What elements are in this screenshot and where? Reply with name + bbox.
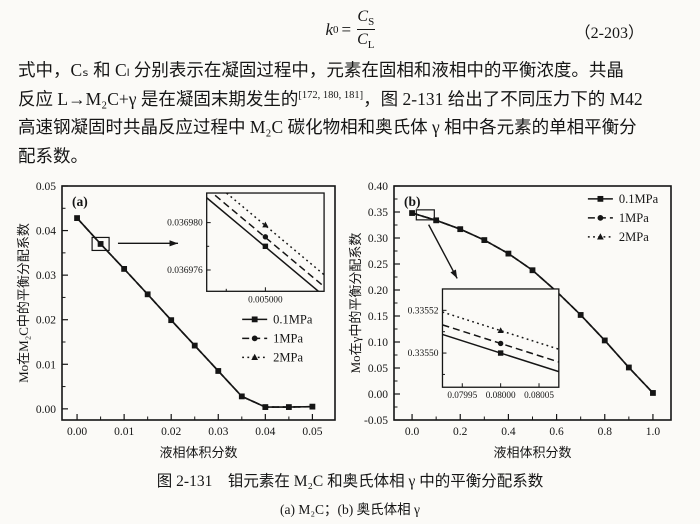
figure-subcaption: (a) M₂C；(b) 奥氏体相 γ [279,502,421,517]
svg-text:0.2: 0.2 [453,426,468,438]
equation-denominator: CL [357,29,375,52]
svg-text:0.25: 0.25 [368,259,388,271]
svg-text:Mo在M₂C中的平衡分配系数: Mo在M₂C中的平衡分配系数 [16,223,31,383]
svg-text:0.03: 0.03 [208,426,228,438]
paragraph-line-2: 反应 L→M₂C+γ 是在凝固末期发生的[172, 180, 181]，图 2-… [18,85,686,114]
chart-a: 0.00 0.01 0.02 0.03 0.04 0.05 0.00 0.01 0.02 0.03… [16,181,336,460]
paragraph-line-1: 式中，Cₛ 和 Cₗ 分别表示在凝固过程中，元素在固相和液相中的平衡浓度。共晶 [18,60,624,80]
svg-text:0.33552: 0.33552 [408,306,439,316]
svg-text:0.0: 0.0 [405,426,420,438]
paragraph-line-4: 配系数。 [18,145,88,166]
svg-text:0.02: 0.02 [161,426,181,438]
chart-b: 0.0 0.2 0.4 0.6 0.8 1.0 0.40 0.35 0.30 0.25 0.20 0.… [348,181,672,460]
svg-text:0.04: 0.04 [255,426,275,438]
svg-text:0.00: 0.00 [368,389,388,401]
svg-text:0.07995: 0.07995 [447,390,477,400]
paragraph-line-3: 高速钢凝固时共晶反应过程中 M₂C 碳化物相和奥氏体 γ 相中各元素的单相平衡分 [18,117,637,137]
svg-text:0.40: 0.40 [368,181,388,193]
svg-text:0.4: 0.4 [501,426,516,438]
equation-equals: = [341,20,352,40]
svg-text:0.05: 0.05 [302,426,322,438]
svg-text:0.04: 0.04 [36,226,56,238]
svg-text:0.08000: 0.08000 [486,390,516,400]
svg-text:0.15: 0.15 [368,311,388,323]
svg-text:2MPa: 2MPa [273,351,303,365]
svg-text:0.1MPa: 0.1MPa [619,192,659,206]
equation-numerator: CS [357,8,375,29]
svg-text:0.33550: 0.33550 [408,349,439,359]
svg-text:2MPa: 2MPa [619,230,649,244]
paragraph-line-2a: 反应 L→M₂C+γ 是在凝固末期发生的 [18,88,299,109]
svg-text:0.08005: 0.08005 [524,390,554,400]
svg-text:0.8: 0.8 [598,426,613,438]
body-paragraph: 式中，Cₛ 和 Cₗ 分别表示在凝固过程中，元素在固相和液相中的平衡浓度。共晶 … [0,54,700,170]
svg-text:0.20: 0.20 [368,285,388,297]
svg-text:液相体积分数: 液相体积分数 [493,445,571,460]
svg-text:-0.05: -0.05 [364,415,388,427]
svg-text:0.10: 0.10 [368,337,388,349]
figure: 0.00 0.01 0.02 0.03 0.04 0.05 0.00 0.01 0.02 0.03… [0,174,700,466]
figure-caption: 图 2-131 钼元素在 M₂C 和奥氏体相 γ 中的平衡分配系数 [156,473,544,490]
svg-text:0.6: 0.6 [549,426,564,438]
svg-text:0.02: 0.02 [36,315,56,327]
paragraph-line-2b: ，图 2-131 给出了不同压力下的 M42 [363,88,643,109]
svg-text:0.03: 0.03 [36,270,56,282]
svg-text:Mo在γ中的平衡分配系数: Mo在γ中的平衡分配系数 [348,233,363,374]
svg-text:0.036976: 0.036976 [167,266,203,276]
svg-text:0.01: 0.01 [36,359,56,371]
svg-text:1MPa: 1MPa [273,332,303,346]
svg-text:(a): (a) [72,194,88,209]
citation-ref: [172, 180, 181] [298,89,364,101]
svg-text:液相体积分数: 液相体积分数 [159,445,237,460]
svg-text:0.05: 0.05 [36,181,56,193]
svg-text:0.35: 0.35 [368,207,388,219]
svg-text:1.0: 1.0 [646,426,661,438]
equation-lhs-sub: 0 [333,24,339,37]
equation-fraction: CS CL [357,8,375,52]
svg-text:1MPa: 1MPa [619,211,649,225]
equation-number: （2-203） [574,25,644,42]
svg-text:0.1MPa: 0.1MPa [273,313,313,327]
svg-text:0.01: 0.01 [114,426,134,438]
svg-text:0.036980: 0.036980 [167,219,203,229]
svg-text:0.30: 0.30 [368,233,388,245]
svg-text:0.005000: 0.005000 [248,294,283,304]
svg-text:0.05: 0.05 [368,363,388,375]
svg-text:0.00: 0.00 [67,426,87,438]
svg-text:(b): (b) [404,194,421,209]
svg-text:0.00: 0.00 [36,404,56,416]
equation-lhs: k [325,20,334,40]
